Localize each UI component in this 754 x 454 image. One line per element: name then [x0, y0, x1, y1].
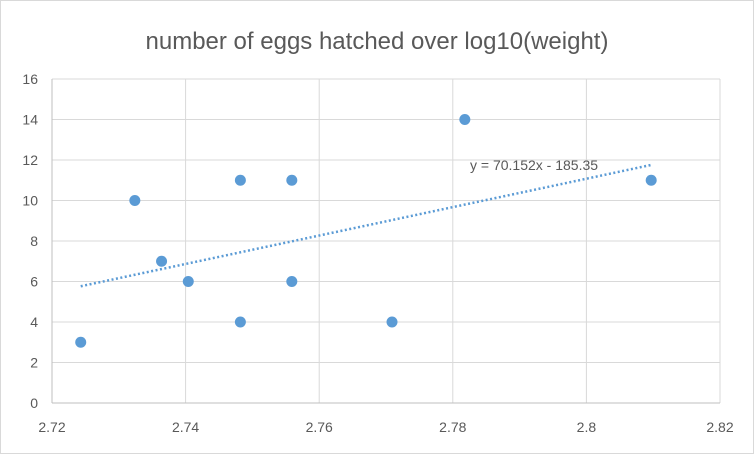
gridlines: [52, 78, 721, 403]
data-point: [234, 316, 246, 328]
y-tick-label: 10: [22, 193, 38, 209]
data-point: [75, 336, 87, 348]
data-point: [182, 276, 194, 287]
y-tick-label: 16: [22, 71, 38, 87]
chart-title: number of eggs hatched over log10(weight…: [146, 28, 609, 55]
data-point: [286, 276, 298, 287]
x-tick-label: 2.76: [306, 419, 333, 435]
data-point: [645, 174, 657, 186]
data-point: [286, 174, 298, 186]
data-point: [386, 316, 398, 328]
x-tick-label: 2.8: [577, 419, 597, 435]
trendline-group: [80, 163, 652, 288]
trendline: [80, 163, 652, 288]
data-point: [234, 174, 246, 186]
y-tick-label: 4: [30, 314, 38, 330]
data-point: [459, 114, 471, 125]
data-points: [75, 114, 657, 348]
x-tick-label: 2.78: [439, 419, 466, 435]
y-tick-label: 8: [30, 233, 38, 249]
y-tick-label: 14: [22, 112, 38, 128]
axes: [51, 79, 720, 404]
y-tick-label: 12: [22, 152, 38, 168]
data-point: [156, 255, 168, 267]
y-tick-label: 6: [30, 274, 38, 290]
x-tick-label: 2.74: [172, 419, 199, 435]
x-axis-ticks: 2.72 2.74 2.76 2.78 2.8 2.82: [38, 419, 733, 435]
x-tick-label: 2.72: [38, 419, 65, 435]
y-tick-label: 0: [30, 395, 38, 411]
y-axis-ticks: 0 2 4 6 8 10 12 14 16: [22, 71, 38, 411]
data-point: [129, 195, 141, 206]
trendline-equation: y = 70.152x - 185.35: [470, 157, 598, 173]
x-tick-label: 2.82: [706, 419, 733, 435]
y-tick-label: 2: [30, 355, 38, 371]
